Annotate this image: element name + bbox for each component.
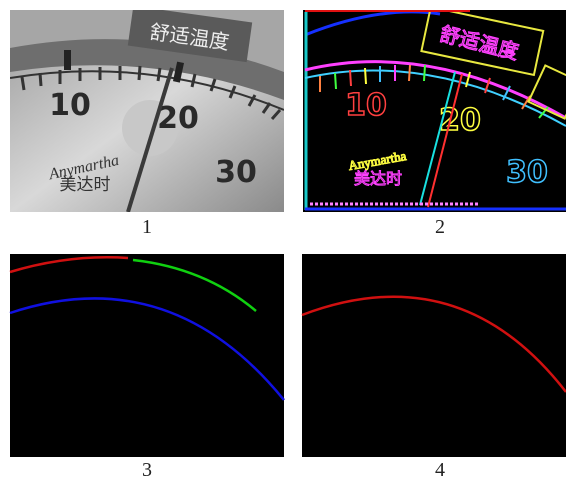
arc: [9, 297, 285, 401]
gauge-number: 30: [506, 155, 548, 190]
arc: [9, 256, 129, 274]
caption: 3: [142, 459, 152, 479]
caption: 1: [142, 216, 152, 238]
gauge-number: 10: [49, 88, 91, 123]
brand-cn-text: 美达时: [354, 169, 402, 188]
brand-cn-text: 美达时: [60, 175, 111, 195]
gauge-number: 30: [215, 155, 257, 190]
arc-panel: [302, 254, 566, 457]
caption: 4: [435, 459, 445, 479]
arc: [301, 295, 566, 393]
edge-image: 舒适温度 10 20 30 Anymartha 美达时: [303, 10, 566, 212]
gauge-photo: 舒适温度 10 20 30 Anymartha 美达时: [10, 10, 284, 212]
arc: [132, 258, 257, 312]
gauge-number: 10: [345, 88, 387, 123]
caption: 2: [435, 216, 445, 238]
gauge-number: 20: [157, 101, 199, 136]
arc-panel: [10, 254, 284, 457]
